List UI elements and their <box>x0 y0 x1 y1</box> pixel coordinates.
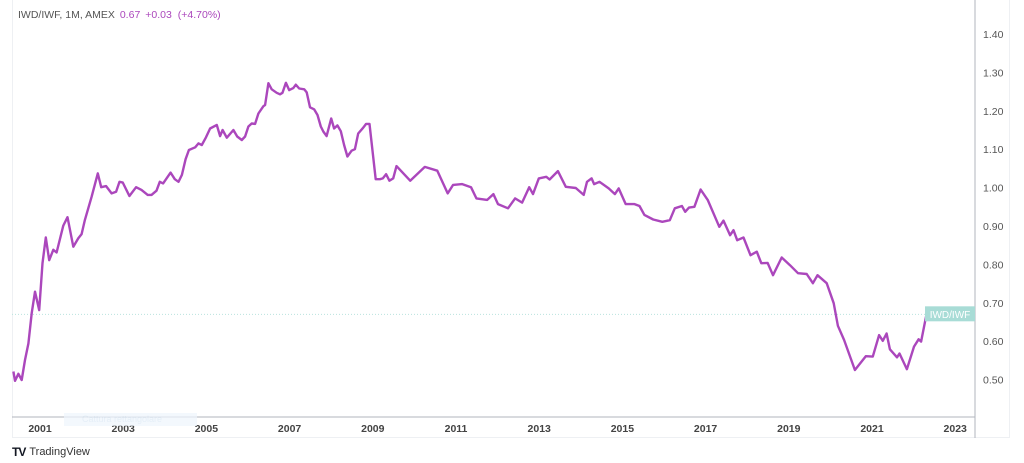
price-axis[interactable]: 0.50 0.60 0.70 0.80 0.90 1.00 1.10 1.20 1.30 1.40 <box>983 29 1004 387</box>
symbol-info[interactable]: IWD/IWF, 1M, AMEX <box>18 9 115 21</box>
footer: TV TradingView <box>12 445 90 459</box>
y-tick-label: 0.80 <box>983 259 1004 271</box>
last-price: 0.67 <box>119 9 141 21</box>
tradingview-logo-icon[interactable]: TV <box>12 445 26 459</box>
last-value-label: IWD/IWF <box>930 310 971 321</box>
capture-watermark: Cattura rettangolare <box>64 413 197 426</box>
x-tick-label: 2019 <box>777 423 801 435</box>
x-tick-label: 2009 <box>361 423 385 435</box>
last-value-label-bg <box>925 306 975 322</box>
x-tick-label: 2003 <box>112 423 136 435</box>
x-tick-label: 2005 <box>195 423 219 435</box>
y-tick-label: 1.20 <box>983 106 1004 118</box>
x-tick-label: 2007 <box>278 423 302 435</box>
x-tick-label: 2001 <box>28 423 52 435</box>
y-tick-label: 1.00 <box>983 183 1004 195</box>
price-change: +0.03 <box>145 9 172 21</box>
y-tick-label: 1.30 <box>983 67 1004 79</box>
x-tick-label: 2013 <box>528 423 552 435</box>
y-tick-label: 1.40 <box>983 29 1004 41</box>
x-tick-label: 2015 <box>611 423 635 435</box>
x-tick-label: 2011 <box>445 423 468 435</box>
y-tick-label: 1.10 <box>983 144 1004 156</box>
y-tick-label: 0.90 <box>983 221 1004 233</box>
x-tick-label: 2023 <box>944 423 968 435</box>
x-tick-label: 2021 <box>860 423 884 435</box>
time-axis[interactable]: 2001 2003 2005 2007 2009 2011 2013 2015 2017 2019… <box>28 423 967 435</box>
y-tick-label: 0.50 <box>983 375 1004 387</box>
series-line-iwd-iwf <box>12 81 928 382</box>
price-change-pct: (+4.70%) <box>177 9 221 21</box>
brand-name[interactable]: TradingView <box>29 446 90 458</box>
chart-legend: IWD/IWF, 1M, AMEX 0.67 +0.03 (+4.70%) <box>18 9 221 21</box>
y-tick-label: 0.70 <box>983 298 1004 310</box>
x-tick-label: 2017 <box>694 423 718 435</box>
chart-frame <box>12 0 1010 438</box>
y-tick-label: 0.60 <box>983 336 1004 348</box>
